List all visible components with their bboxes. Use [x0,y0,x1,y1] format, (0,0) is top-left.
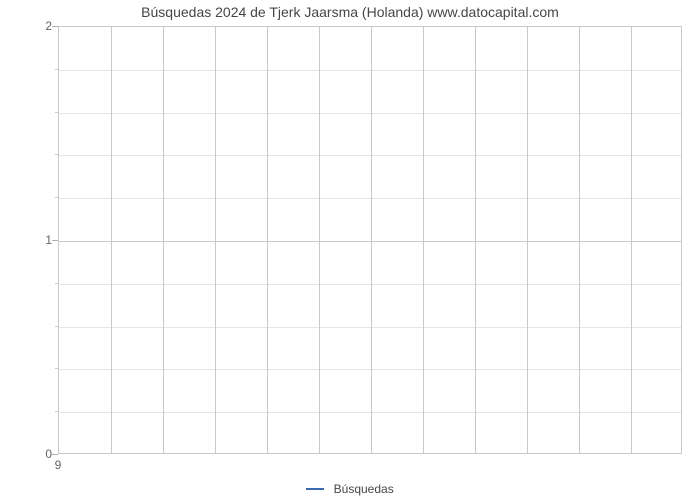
y-tick-minor [55,411,58,412]
gridline-h [59,284,681,285]
gridline-v [319,27,320,453]
gridline-v [475,27,476,453]
plot-area [58,26,682,454]
y-tick-major [52,240,58,241]
gridline-h [59,369,681,370]
gridline-h [59,70,681,71]
y-axis-label: 0 [12,447,52,461]
y-axis-label: 2 [12,19,52,33]
gridline-h [59,113,681,114]
gridline-h [59,241,681,242]
gridline-v [111,27,112,453]
gridline-h [59,198,681,199]
gridline-h [59,327,681,328]
gridline-v [527,27,528,453]
chart-container: Búsquedas 2024 de Tjerk Jaarsma (Holanda… [0,0,700,500]
gridline-h [59,155,681,156]
x-axis-label: 9 [55,458,62,472]
legend-label: Búsquedas [334,482,394,496]
gridline-v [267,27,268,453]
gridline-v [215,27,216,453]
y-tick-minor [55,368,58,369]
y-tick-major [52,454,58,455]
y-tick-major [52,26,58,27]
gridline-v [631,27,632,453]
y-axis-label: 1 [12,233,52,247]
y-tick-minor [55,112,58,113]
y-tick-minor [55,283,58,284]
y-tick-minor [55,69,58,70]
legend-swatch [306,488,324,490]
gridline-v [371,27,372,453]
y-tick-minor [55,197,58,198]
y-tick-minor [55,154,58,155]
gridline-h [59,412,681,413]
y-tick-minor [55,326,58,327]
legend: Búsquedas [0,481,700,496]
gridline-v [579,27,580,453]
gridline-v [423,27,424,453]
gridline-v [163,27,164,453]
chart-title: Búsquedas 2024 de Tjerk Jaarsma (Holanda… [0,4,700,20]
